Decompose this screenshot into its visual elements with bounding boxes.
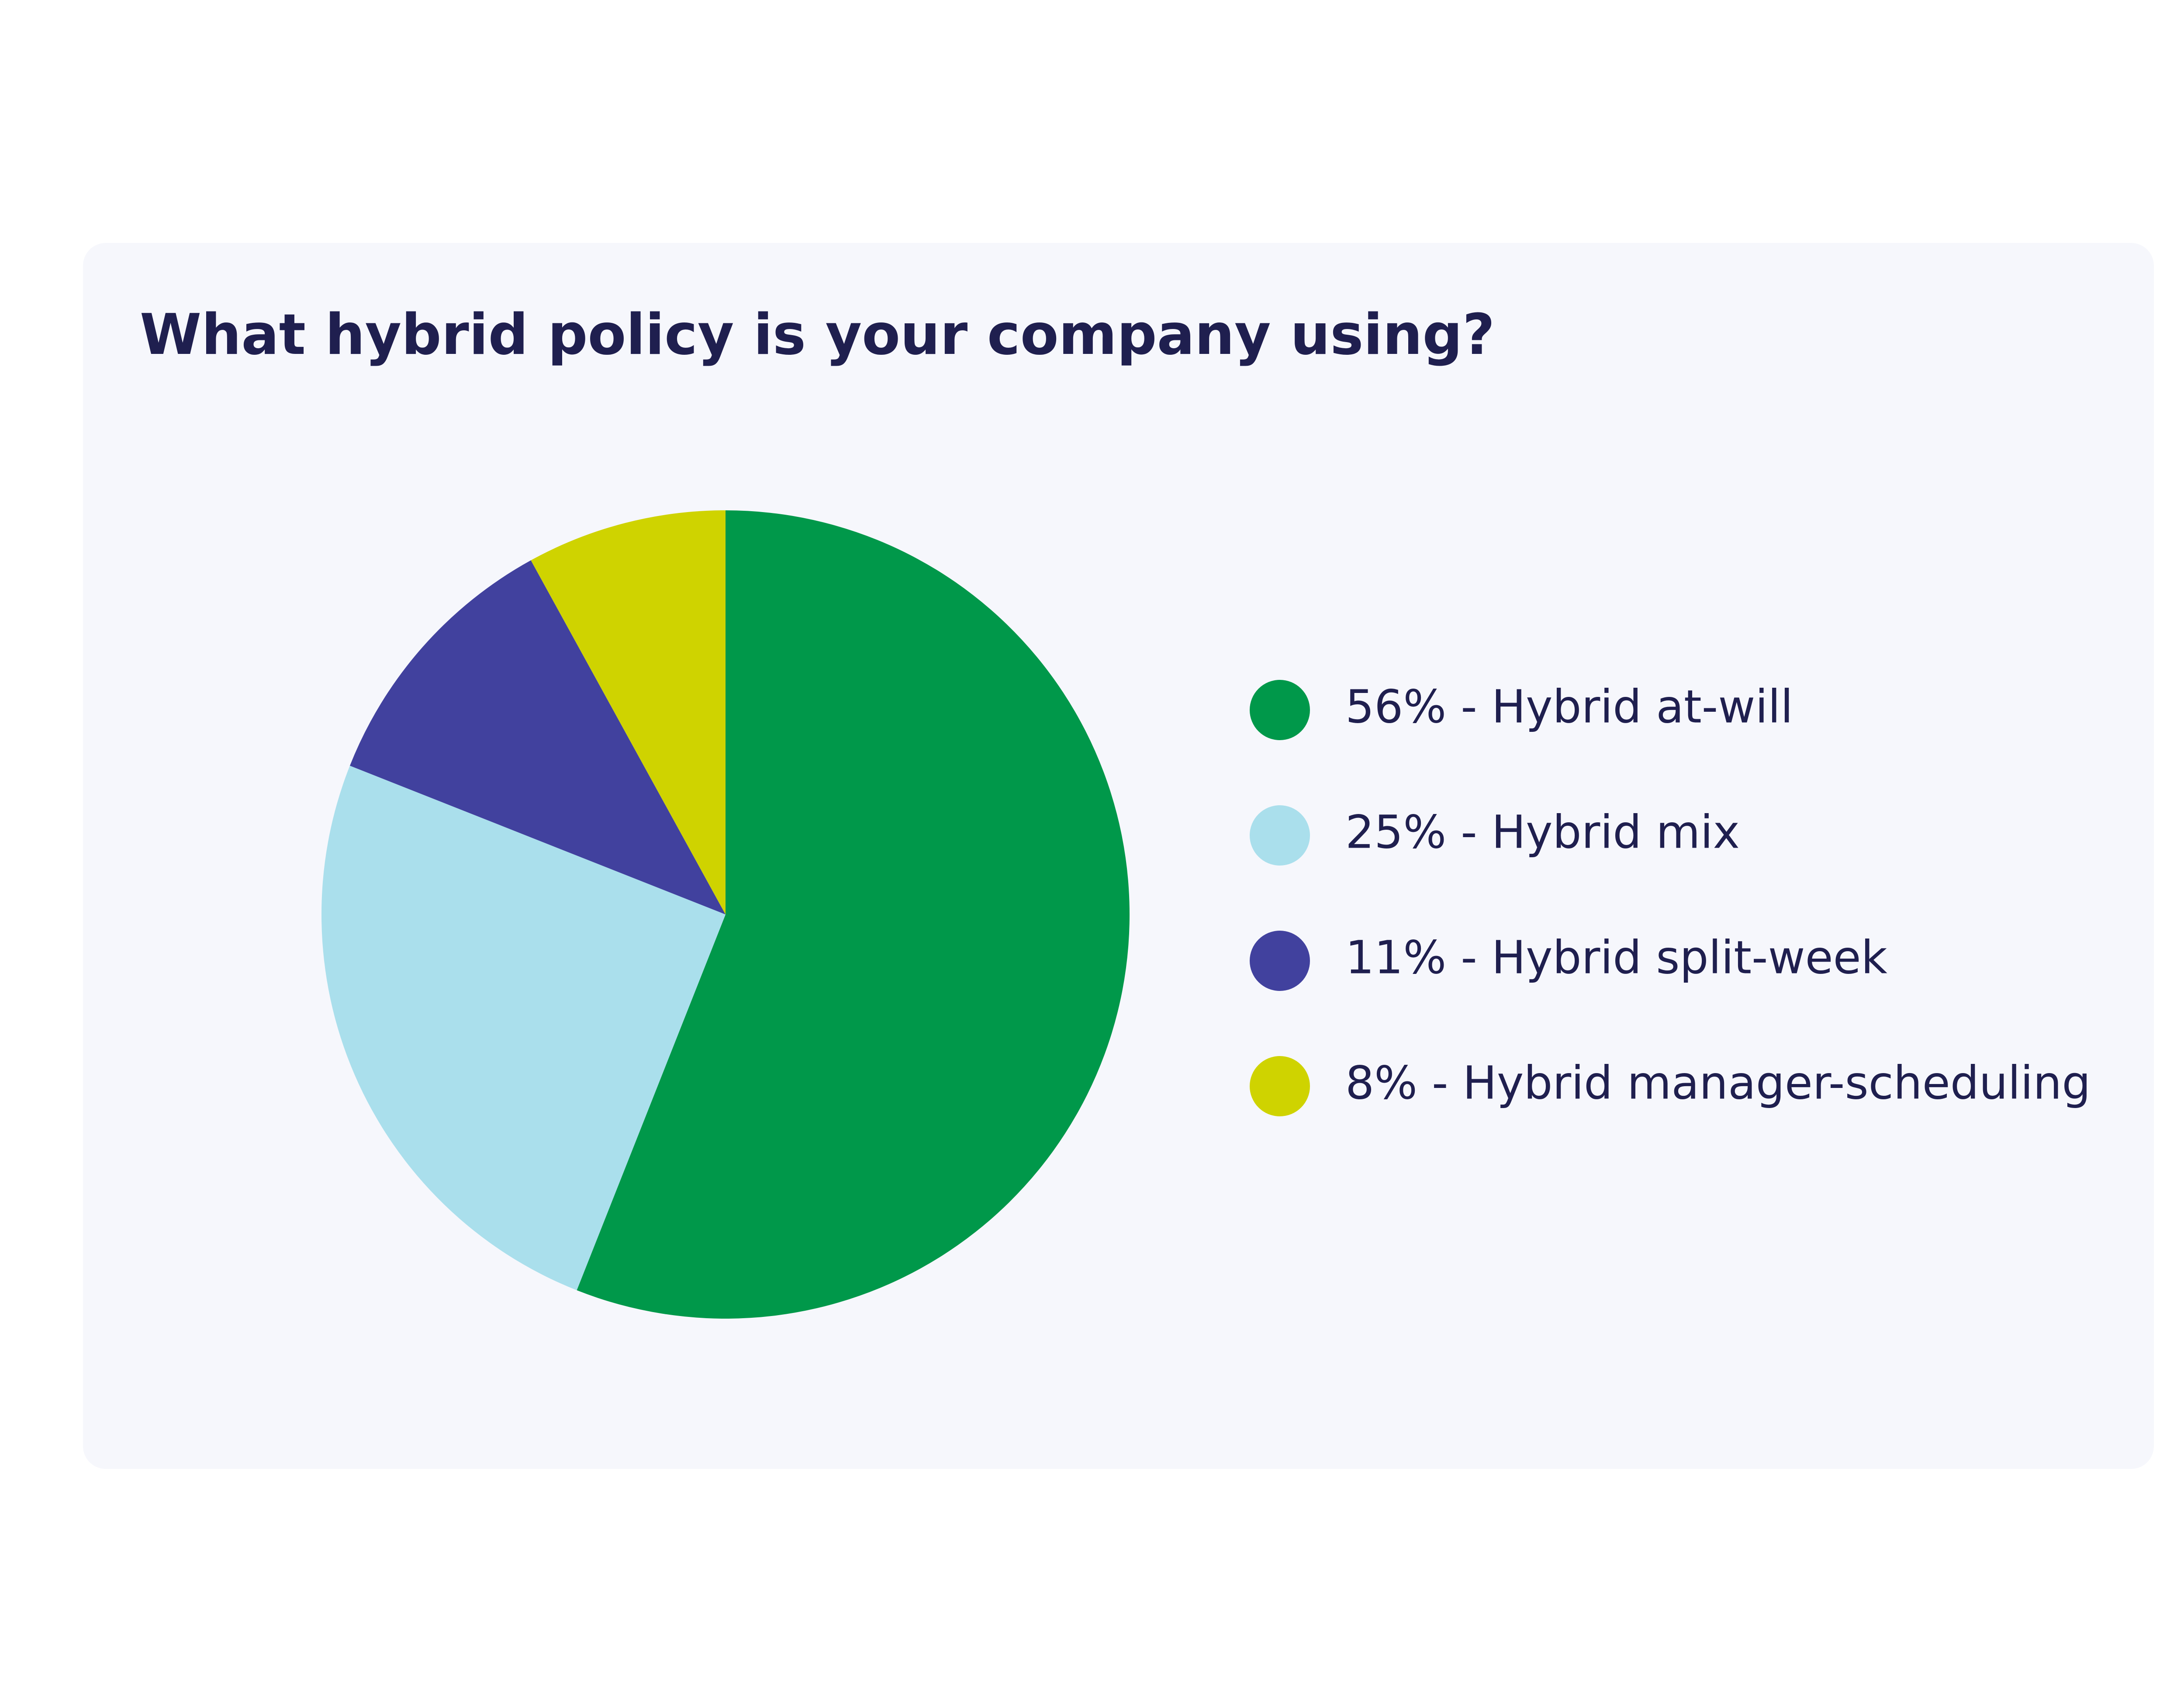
legend-swatch (1250, 1056, 1310, 1116)
legend-label: 25% - Hybrid mix (1345, 805, 1740, 859)
pie-slice (531, 510, 726, 914)
legend-swatch (1250, 680, 1310, 740)
pie-slice (577, 510, 1130, 1319)
pie-slice (321, 765, 726, 1291)
legend-swatch (1250, 931, 1310, 991)
legend-label: 56% - Hybrid at-will (1345, 680, 1793, 733)
chart-title: What hybrid policy is your company using… (140, 302, 1495, 367)
legend-label: 11% - Hybrid split-week (1345, 931, 1887, 984)
legend-label: 8% - Hybrid manager-scheduling (1345, 1056, 2091, 1109)
legend-swatch (1250, 805, 1310, 866)
pie-slice (349, 560, 726, 914)
